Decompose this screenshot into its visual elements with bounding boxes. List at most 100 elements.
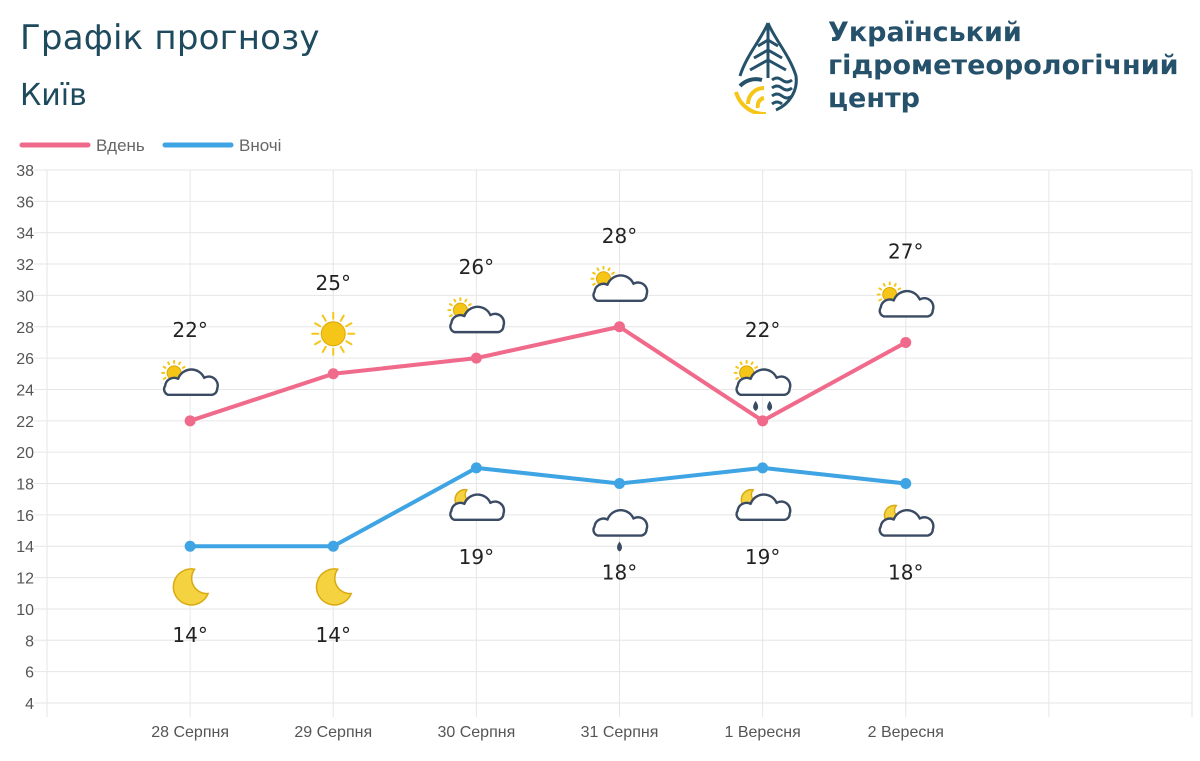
y-tick-label: 38: [16, 163, 34, 180]
cloud-shape: [735, 493, 792, 522]
sun-ray: [897, 287, 902, 291]
day-temp-label: 27°: [888, 239, 923, 263]
sun-ray: [181, 365, 186, 369]
y-tick-label: 32: [16, 257, 34, 274]
data-point: [614, 321, 625, 333]
page-title: Графік прогнозу: [20, 18, 320, 58]
y-tick-label: 4: [25, 696, 34, 713]
sun-ray: [448, 303, 453, 307]
sun-ray: [178, 361, 182, 366]
series-line: [189, 324, 907, 423]
y-tick-label: 12: [16, 571, 34, 588]
partly-cloudy-day-icon: [876, 281, 935, 318]
y-tick-label: 8: [25, 633, 34, 650]
legend-label-1: Вночі: [239, 136, 281, 155]
y-tick-label: 26: [16, 351, 34, 368]
day-temp-label: 22°: [172, 318, 207, 342]
night-temp-label: 18°: [602, 561, 637, 585]
data-point: [900, 336, 912, 348]
x-tick-label: 2 Вересня: [868, 724, 944, 741]
x-tick-label: 30 Серпня: [437, 724, 515, 741]
y-tick-label: 14: [16, 539, 34, 556]
data-point: [470, 352, 482, 364]
cloud-shape: [592, 509, 649, 537]
sun-ray: [878, 298, 883, 302]
logo: Український гідрометеорологічний центр: [732, 16, 1192, 116]
cloud-shape: [878, 289, 935, 318]
sun-ray: [162, 365, 167, 369]
y-tick-label: 24: [16, 382, 34, 399]
day-temp-label: 26°: [459, 255, 494, 279]
x-axis: 28 Серпня 29 Серпня 30 Серпня 31 Серпня 1 Ве…: [151, 724, 944, 741]
sun-ray: [592, 271, 596, 275]
sun-ray: [893, 283, 897, 287]
sun-ray: [607, 267, 611, 272]
partly-cloudy-rain-icon: [733, 359, 792, 411]
logo-drop-icon: [734, 21, 798, 114]
legend-label-0: Вдень: [96, 136, 145, 155]
data-point: [900, 478, 912, 490]
city-name: Київ: [20, 78, 87, 113]
legend: Вдень Вночі: [19, 136, 281, 155]
rain-drop: [767, 400, 773, 411]
sun-ray: [314, 340, 322, 346]
y-tick-label: 6: [25, 665, 34, 682]
series-line: [190, 465, 906, 549]
partly-cloudy-night-icon: [449, 488, 506, 522]
sun-ray: [339, 314, 345, 322]
sun-disc: [320, 321, 346, 347]
logo-line-1: Український: [828, 17, 1022, 48]
sun-ray: [321, 345, 327, 353]
data-point: [327, 368, 339, 380]
sun-ray: [339, 345, 345, 353]
y-tick-label: 18: [16, 477, 34, 494]
sun-ray: [611, 271, 615, 275]
data-point: [757, 415, 769, 427]
partly-cloudy-day-icon: [161, 359, 219, 397]
sun-ray: [750, 361, 754, 366]
sun-ray: [592, 282, 596, 286]
sun-ray: [167, 361, 171, 366]
moon-shape: [315, 568, 353, 606]
sun-ray: [453, 298, 457, 303]
moon-icon: [172, 568, 210, 606]
night-temp-label: 19°: [745, 545, 780, 569]
sun-ray: [878, 287, 883, 291]
night-temp-label: 14°: [172, 623, 207, 647]
night-temp-label: 19°: [459, 545, 494, 569]
night-temp-label: 14°: [316, 623, 351, 647]
cloudy-rain-icon: [592, 509, 649, 552]
partly-cloudy-night-icon: [878, 504, 935, 537]
sun-ray: [321, 314, 327, 322]
partly-cloudy-day-icon: [590, 265, 649, 302]
sun-ray: [345, 322, 353, 328]
sun-ray: [464, 298, 468, 303]
series-day: [184, 321, 912, 427]
data-point: [184, 415, 196, 427]
data-point: [614, 478, 625, 490]
logo-text: Український гідрометеорологічний центр: [828, 16, 1179, 115]
y-tick-label: 30: [16, 288, 34, 305]
cloud-shape: [592, 274, 649, 302]
x-tick-label: 1 Вересня: [725, 724, 801, 741]
data-point: [470, 462, 482, 474]
sun-ray: [739, 361, 743, 366]
y-tick-label: 36: [16, 194, 34, 211]
moon-shape: [172, 568, 210, 606]
y-tick-label: 28: [16, 320, 34, 337]
cloud-shape: [162, 368, 219, 397]
night-temp-label: 18°: [888, 561, 923, 585]
y-tick-label: 20: [16, 445, 34, 462]
x-tick-label: 28 Серпня: [151, 724, 229, 741]
grid: [34, 169, 1193, 717]
day-temp-label: 22°: [745, 318, 780, 342]
partly-cloudy-night-icon: [735, 488, 792, 522]
sun-ray: [162, 376, 167, 380]
y-tick-label: 10: [16, 602, 34, 619]
y-tick-label: 16: [16, 508, 34, 525]
sun-ray: [882, 283, 886, 287]
forecast-chart: Вдень Вночі 38 36 34 32 30 28 26 24 22 20 18 16 14 12 10…: [16, 136, 1193, 741]
sun-ray: [735, 376, 739, 380]
moon-icon: [315, 568, 353, 606]
x-tick-label: 31 Серпня: [581, 724, 659, 741]
